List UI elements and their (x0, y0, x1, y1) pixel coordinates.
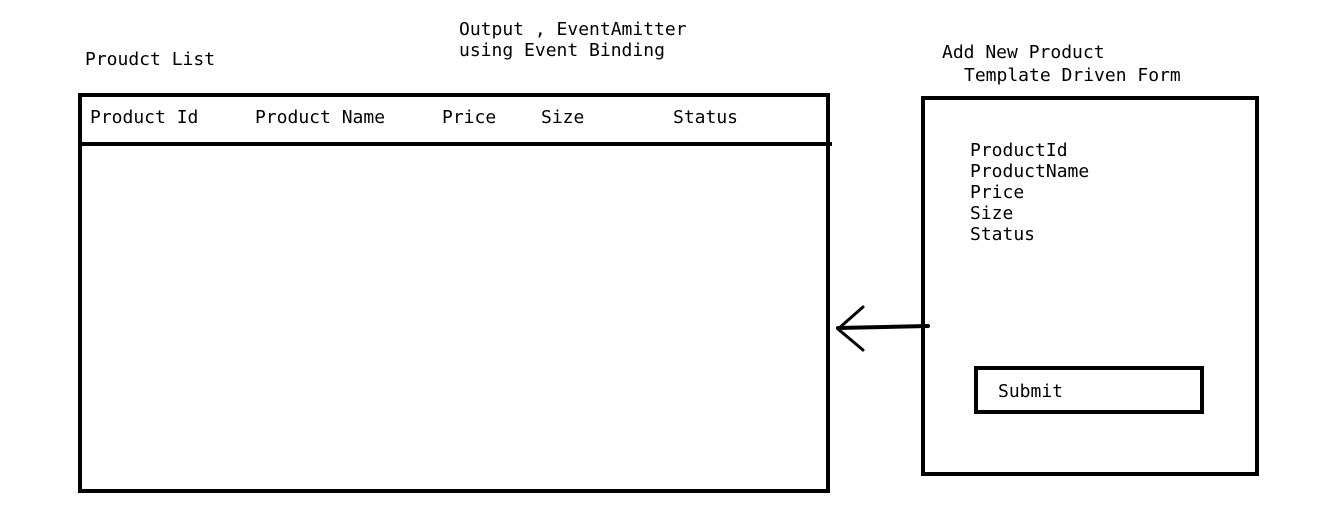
field-product-id[interactable]: ProductId (970, 140, 1068, 161)
product-list-title: Proudct List (85, 49, 216, 70)
column-header-product-name: Product Name (255, 107, 386, 128)
output-event-note: Output , EventAmitter using Event Bindin… (459, 19, 687, 61)
field-product-name[interactable]: ProductName (970, 161, 1090, 182)
output-event-note-line2: using Event Binding (459, 40, 665, 61)
field-size[interactable]: Size (970, 203, 1014, 224)
add-product-title: Add New Product (942, 42, 1105, 63)
field-price[interactable]: Price (970, 182, 1025, 203)
add-product-form: ProductId ProductName Price Size Status … (921, 96, 1259, 476)
submit-button-label: Submit (998, 381, 1064, 402)
product-list-table: Product Id Product Name Price Size Statu… (78, 93, 832, 493)
event-flow-arrow-icon (836, 305, 930, 352)
field-status[interactable]: Status (970, 224, 1036, 245)
column-header-status: Status (673, 107, 739, 128)
column-header-price: Price (442, 107, 497, 128)
column-header-size: Size (541, 107, 585, 128)
output-event-note-line1: Output , EventAmitter (459, 19, 687, 40)
header-divider (78, 142, 832, 146)
submit-button[interactable]: Submit (974, 366, 1204, 414)
product-list-header: Product Id Product Name Price Size Statu… (82, 97, 826, 144)
column-header-product-id: Product Id (90, 107, 199, 128)
form-type-subtitle: Template Driven Form (964, 65, 1181, 86)
